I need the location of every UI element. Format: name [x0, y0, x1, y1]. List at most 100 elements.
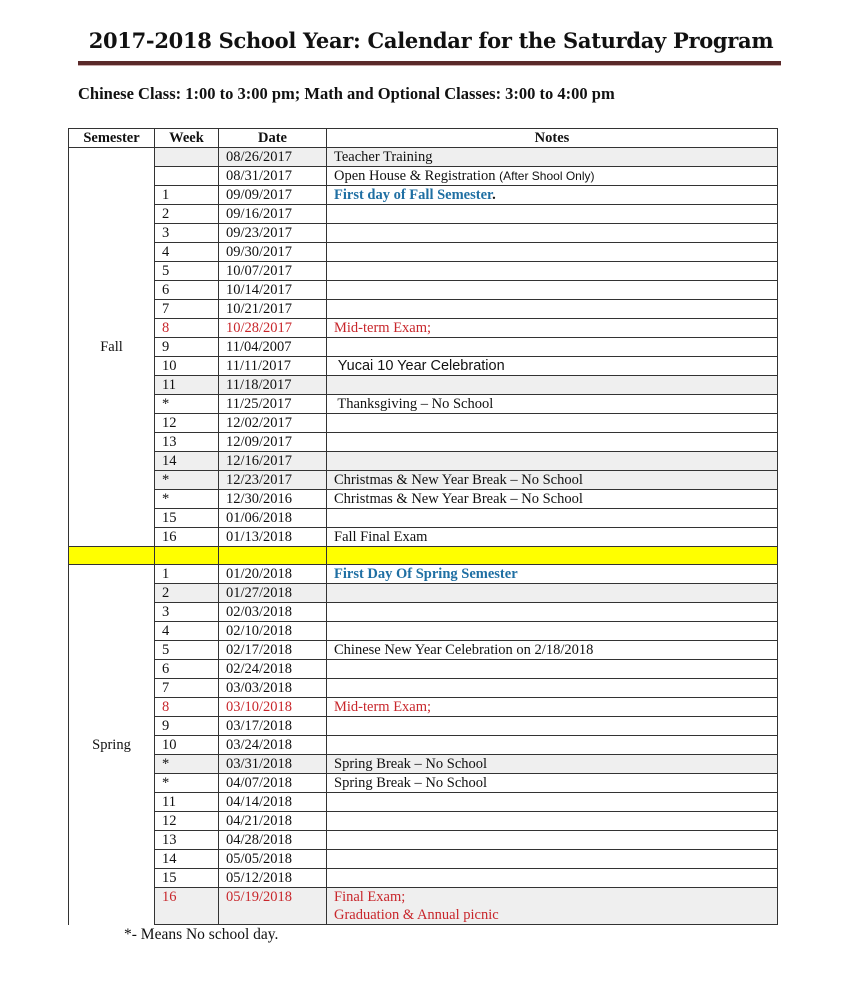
notes-cell: Mid-term Exam;	[326, 697, 778, 717]
date-cell: 02/17/2018	[218, 640, 327, 660]
notes-cell: Final Exam; Graduation & Annual picnic	[326, 887, 778, 925]
notes-cell: First day of Fall Semester.	[326, 185, 778, 205]
note-text: Spring Break – No School	[334, 756, 488, 772]
table-row: * 12/23/2017 Christmas & New Year Break – …	[69, 470, 778, 490]
note-text: Mid-term Exam;	[334, 699, 432, 715]
page-title: 2017-2018 School Year: Calendar for the …	[88, 28, 774, 53]
date-cell: 10/07/2017	[218, 261, 327, 281]
notes-cell	[326, 337, 778, 357]
week-cell: 15	[154, 868, 219, 888]
table-row: 16 01/13/2018 Fall Final Exam	[69, 527, 778, 547]
notes-cell	[326, 678, 778, 698]
table-row: 10 11/11/2017 Yucai 10 Year Celebration	[69, 356, 778, 376]
date-cell: 11/04/2007	[218, 337, 327, 357]
notes-cell: Yucai 10 Year Celebration	[326, 356, 778, 376]
table-row: * 12/30/2016 Christmas & New Year Break – …	[69, 489, 778, 509]
table-row: 7 10/21/2017	[69, 299, 778, 319]
week-cell: 11	[154, 375, 219, 395]
table-row: 16 05/19/2018 Final Exam; Graduation & Annu…	[69, 887, 778, 925]
notes-cell: First Day Of Spring Semester	[326, 564, 778, 584]
date-cell: 09/09/2017	[218, 185, 327, 205]
date-cell: 11/11/2017	[218, 356, 327, 376]
week-cell: *	[154, 394, 219, 414]
date-cell: 03/17/2018	[218, 716, 327, 736]
date-cell: 04/07/2018	[218, 773, 327, 793]
table-row: 08/31/2017 Open House & Registration (Aft…	[69, 166, 778, 186]
notes-cell: Christmas & New Year Break – No School	[326, 489, 778, 509]
notes-cell: Fall Final Exam	[326, 527, 778, 547]
date-cell: 03/03/2018	[218, 678, 327, 698]
note-small-text: (After Shool Only)	[499, 169, 595, 183]
date-cell: 05/12/2018	[218, 868, 327, 888]
notes-cell	[326, 583, 778, 603]
date-cell: 01/27/2018	[218, 583, 327, 603]
date-cell: 08/26/2017	[218, 147, 327, 167]
week-cell: 3	[154, 602, 219, 622]
date-cell: 02/03/2018	[218, 602, 327, 622]
week-cell: 9	[154, 337, 219, 357]
date-cell: 01/20/2018	[218, 564, 327, 584]
date-cell: 12/30/2016	[218, 489, 327, 509]
date-cell: 12/16/2017	[218, 451, 327, 471]
table-row: 9 03/17/2018	[69, 716, 778, 736]
date-cell: 10/28/2017	[218, 318, 327, 338]
notes-cell	[326, 659, 778, 679]
table-row: 11 11/18/2017	[69, 375, 778, 395]
date-cell: 10/21/2017	[218, 299, 327, 319]
semester-cell: Spring	[68, 564, 155, 925]
table-row: * 04/07/2018 Spring Break – No School	[69, 773, 778, 793]
note-text: Christmas & New Year Break – No School	[334, 472, 583, 488]
separator-cell	[326, 546, 778, 565]
table-row: 6 02/24/2018	[69, 659, 778, 679]
note-text: Fall Final Exam	[334, 529, 428, 545]
date-cell: 04/28/2018	[218, 830, 327, 850]
table-row: 11 04/14/2018	[69, 792, 778, 812]
date-cell: 05/19/2018	[218, 887, 327, 925]
note-text: First day of Fall Semester	[334, 187, 493, 203]
note-text: Spring Break – No School	[334, 775, 488, 791]
table-row: 3 02/03/2018	[69, 602, 778, 622]
table-row: 14 12/16/2017	[69, 451, 778, 471]
notes-cell	[326, 242, 778, 262]
week-cell: 7	[154, 299, 219, 319]
notes-cell	[326, 413, 778, 433]
table-row: 1 09/09/2017 First day of Fall Semester.	[69, 185, 778, 205]
note-text: Teacher Training	[334, 149, 433, 165]
week-cell: 11	[154, 792, 219, 812]
date-cell: 05/05/2018	[218, 849, 327, 869]
notes-cell: Spring Break – No School	[326, 754, 778, 774]
note-text: Yucai 10 Year Celebration	[334, 358, 505, 374]
date-cell: 12/09/2017	[218, 432, 327, 452]
notes-cell	[326, 735, 778, 755]
table-row: * 11/25/2017 Thanksgiving – No School	[69, 394, 778, 414]
week-cell: 14	[154, 849, 219, 869]
notes-cell	[326, 508, 778, 528]
note-text: Chinese New Year Celebration on 2/18/201…	[334, 642, 594, 658]
notes-cell	[326, 261, 778, 281]
week-cell: 13	[154, 432, 219, 452]
week-cell: 9	[154, 716, 219, 736]
week-cell: 16	[154, 527, 219, 547]
date-cell: 12/23/2017	[218, 470, 327, 490]
notes-cell: Open House & Registration (After Shool O…	[326, 166, 778, 186]
date-cell: 09/16/2017	[218, 204, 327, 224]
week-cell: 8	[154, 318, 219, 338]
week-cell: 16	[154, 887, 219, 925]
table-row: 8 03/10/2018 Mid-term Exam;	[69, 697, 778, 717]
notes-cell	[326, 792, 778, 812]
week-cell: 2	[154, 583, 219, 603]
date-cell: 04/14/2018	[218, 792, 327, 812]
notes-cell: Spring Break – No School	[326, 773, 778, 793]
date-cell: 11/18/2017	[218, 375, 327, 395]
week-cell	[154, 147, 219, 167]
semester-cell: Fall	[68, 147, 155, 547]
week-cell: 7	[154, 678, 219, 698]
note-text: Thanksgiving – No School	[334, 396, 494, 412]
date-cell: 12/02/2017	[218, 413, 327, 433]
header-row: Semester Week Date Notes	[68, 128, 778, 148]
date-cell: 03/31/2018	[218, 754, 327, 774]
header-week: Week	[154, 128, 219, 148]
notes-cell	[326, 432, 778, 452]
notes-cell	[326, 868, 778, 888]
semester-separator-row	[68, 546, 778, 565]
